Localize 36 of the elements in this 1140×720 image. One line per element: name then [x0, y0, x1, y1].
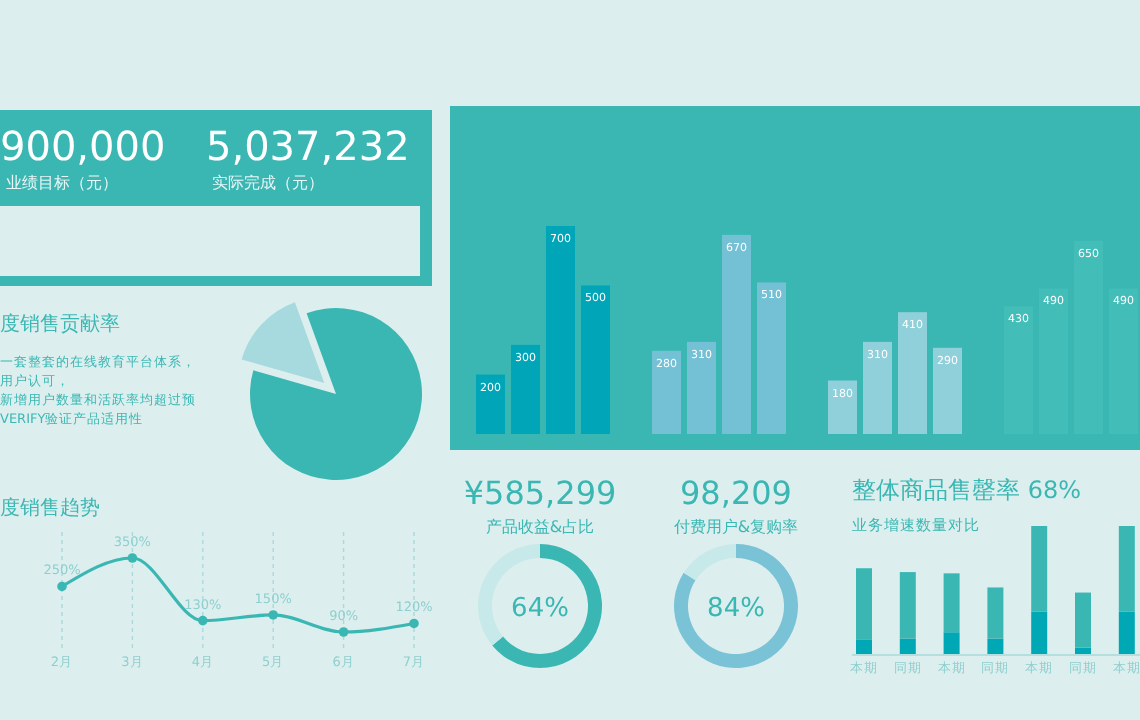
chart-title: 整体商品售罄率 68%	[852, 476, 1081, 504]
donut-slice	[492, 544, 602, 668]
bar	[1075, 592, 1091, 648]
text: 度销售贡献率	[0, 312, 120, 336]
point	[338, 627, 349, 637]
bar	[1075, 647, 1091, 654]
chart-subtitle: 付费用户&复购率	[673, 518, 799, 536]
text: 业绩目标（元）	[6, 174, 118, 192]
bar	[899, 572, 916, 639]
chart-title: ¥585,299	[463, 474, 617, 512]
bar	[987, 587, 1004, 639]
data-label: 64%	[511, 594, 569, 624]
chart-subtitle: 产品收益&占比	[485, 518, 595, 536]
text: 900,000	[0, 122, 166, 170]
bar	[899, 638, 916, 654]
chart-title: 度销售趋势	[0, 496, 100, 520]
point	[127, 553, 138, 563]
data-label: 84%	[707, 594, 765, 624]
point	[409, 618, 419, 629]
bar	[1031, 611, 1048, 654]
donut-slice	[674, 544, 798, 668]
bar	[856, 639, 872, 654]
point	[198, 615, 208, 626]
bar	[856, 568, 872, 640]
bar	[987, 638, 1004, 654]
bar	[1031, 526, 1048, 612]
point	[268, 610, 278, 620]
bar	[1118, 611, 1135, 654]
bar	[943, 632, 960, 654]
donut-slice	[683, 544, 736, 581]
bar	[943, 573, 960, 633]
text: 5,037,232	[206, 122, 410, 170]
chart-title: 98,209	[680, 474, 792, 512]
point	[57, 581, 67, 592]
bar	[1118, 526, 1135, 612]
text: 实际完成（元）	[212, 174, 324, 192]
